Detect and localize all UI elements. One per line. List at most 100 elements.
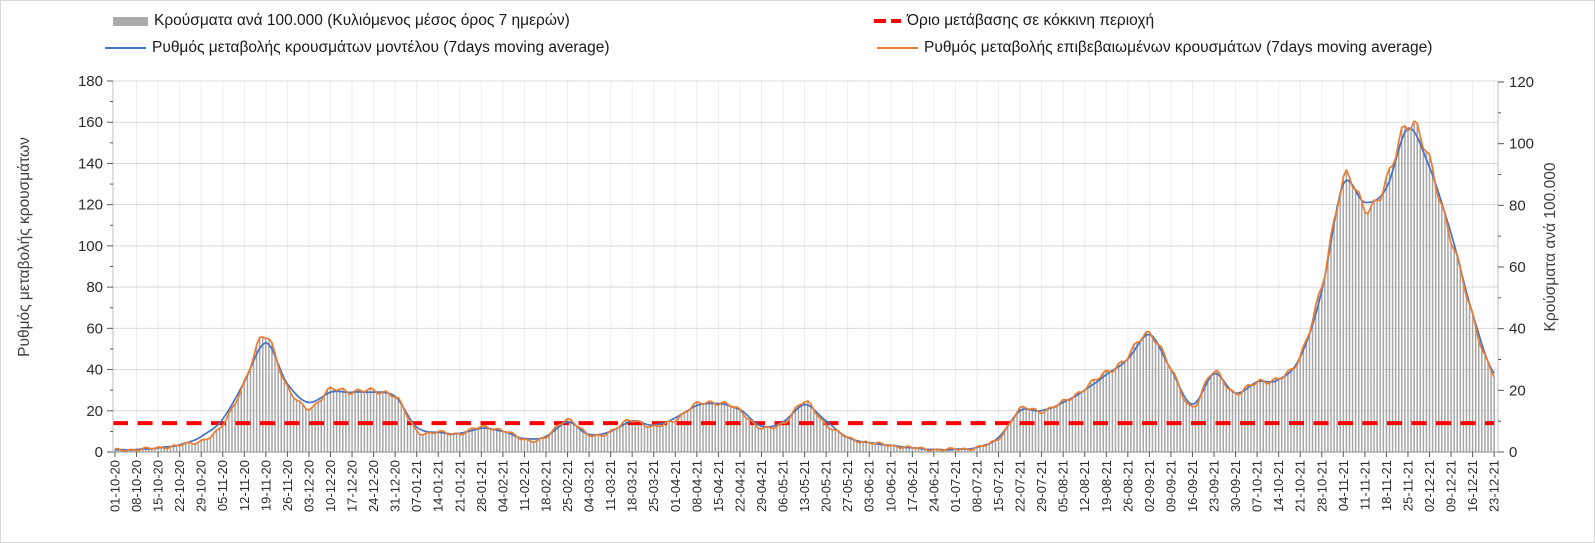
svg-text:0: 0 [1509,444,1517,461]
svg-text:29-04-21: 29-04-21 [754,460,769,512]
legend-item-model-line: Ρυθμός μεταβολής κρουσμάτων μοντέλου (7d… [105,40,610,56]
svg-text:16-09-21: 16-09-21 [1185,460,1200,512]
svg-text:08-07-21: 08-07-21 [969,460,984,512]
svg-text:14-10-21: 14-10-21 [1271,460,1286,512]
svg-text:40: 40 [1509,321,1526,338]
svg-text:02-12-21: 02-12-21 [1422,460,1437,512]
svg-text:31-12-20: 31-12-20 [388,460,403,512]
svg-text:20: 20 [1509,382,1526,399]
svg-text:05-08-21: 05-08-21 [1056,460,1071,512]
svg-text:22-07-21: 22-07-21 [1013,460,1028,512]
svg-text:25-02-21: 25-02-21 [560,460,575,512]
tick-labels: 0 20 40 60 80 100 120 140 160 180 0 20 40 60 80 100 120 0… [78,73,1534,512]
svg-text:180: 180 [78,73,103,90]
svg-text:160: 160 [78,114,103,131]
blue-line-swatch-icon [105,46,146,50]
svg-text:03-12-20: 03-12-20 [301,460,316,512]
legend-label: Ρυθμός μεταβολής επιβεβαιωμένων κρουσμάτ… [924,39,1433,57]
svg-text:15-10-20: 15-10-20 [151,460,166,512]
svg-text:11-11-21: 11-11-21 [1357,460,1372,510]
svg-text:05-11-20: 05-11-20 [215,460,230,511]
legend-item-cases-bar: Κρούσματα ανά 100.000 (Κυλιόμενος μέσος … [113,13,570,29]
svg-text:07-10-21: 07-10-21 [1250,460,1265,512]
svg-text:29-10-20: 29-10-20 [194,460,209,512]
orange-line-swatch-icon [877,46,918,50]
svg-text:04-03-21: 04-03-21 [582,460,597,512]
svg-text:22-10-20: 22-10-20 [172,460,187,512]
svg-text:18-11-21: 18-11-21 [1379,460,1394,511]
svg-text:26-08-21: 26-08-21 [1120,460,1135,512]
svg-text:17-12-20: 17-12-20 [345,460,360,512]
svg-text:06-05-21: 06-05-21 [776,460,791,512]
svg-text:13-05-21: 13-05-21 [797,460,812,512]
svg-text:30-09-21: 30-09-21 [1228,460,1243,512]
svg-text:15-07-21: 15-07-21 [991,460,1006,512]
svg-text:04-11-21: 04-11-21 [1336,460,1351,511]
svg-text:20: 20 [86,403,103,420]
svg-text:0: 0 [95,444,103,461]
svg-text:04-02-21: 04-02-21 [495,460,510,512]
svg-text:14-01-21: 14-01-21 [431,460,446,512]
svg-text:01-04-21: 01-04-21 [668,460,683,512]
svg-text:11-03-21: 11-03-21 [603,460,618,511]
svg-text:07-01-21: 07-01-21 [409,460,424,512]
legend-label: Όριο μετάβασης σε κόκκινη περιοχή [907,12,1155,30]
svg-text:28-01-21: 28-01-21 [474,460,489,512]
svg-text:120: 120 [78,197,103,214]
svg-text:18-03-21: 18-03-21 [625,460,640,512]
right-axis-title: Κρούσματα ανά 100.000 [1542,162,1559,331]
left-axis-title: Ρυθμός μεταβολής κρουσμάτων [16,137,33,357]
svg-text:24-12-20: 24-12-20 [366,460,381,512]
line-series [114,120,1495,453]
svg-text:100: 100 [78,238,103,255]
svg-text:29-07-21: 29-07-21 [1034,460,1049,512]
svg-text:15-04-21: 15-04-21 [711,460,726,512]
svg-text:25-11-21: 25-11-21 [1400,460,1415,511]
svg-text:60: 60 [1509,259,1526,276]
svg-text:10-12-20: 10-12-20 [323,460,338,512]
svg-text:19-11-20: 19-11-20 [258,460,273,511]
svg-text:08-04-21: 08-04-21 [689,460,704,512]
svg-text:23-09-21: 23-09-21 [1207,460,1222,512]
svg-text:03-06-21: 03-06-21 [862,460,877,512]
svg-text:27-05-21: 27-05-21 [840,460,855,512]
legend-label: Κρούσματα ανά 100.000 (Κυλιόμενος μέσος … [154,12,570,30]
svg-text:11-02-21: 11-02-21 [517,460,532,511]
svg-text:23-12-21: 23-12-21 [1487,460,1502,512]
horizontal-gridlines [113,80,1498,412]
legend-item-confirmed-line: Ρυθμός μεταβολής επιβεβαιωμένων κρουσμάτ… [877,40,1432,56]
bars-series [114,121,1495,452]
svg-text:09-09-21: 09-09-21 [1163,460,1178,512]
svg-text:25-03-21: 25-03-21 [646,460,661,512]
svg-text:60: 60 [86,320,103,337]
svg-text:10-06-21: 10-06-21 [883,460,898,512]
svg-text:80: 80 [86,279,103,296]
svg-text:01-07-21: 01-07-21 [948,460,963,512]
svg-text:01-10-20: 01-10-20 [108,460,123,512]
svg-text:12-08-21: 12-08-21 [1077,460,1092,512]
svg-text:140: 140 [78,155,103,172]
svg-text:09-12-21: 09-12-21 [1444,460,1459,512]
legend-item-threshold: Όριο μετάβασης σε κόκκινη περιοχή [874,13,1154,29]
svg-text:17-06-21: 17-06-21 [905,460,920,512]
bar-swatch-icon [113,16,148,26]
svg-text:80: 80 [1509,197,1526,214]
svg-text:120: 120 [1509,74,1534,91]
svg-text:24-06-21: 24-06-21 [926,460,941,512]
svg-text:08-10-20: 08-10-20 [129,460,144,512]
legend-label: Ρυθμός μεταβολής κρουσμάτων μοντέλου (7d… [152,39,610,57]
svg-text:18-02-21: 18-02-21 [538,460,553,512]
red-dashed-swatch-icon [874,19,901,23]
svg-text:21-10-21: 21-10-21 [1293,460,1308,512]
svg-text:19-08-21: 19-08-21 [1099,460,1114,512]
svg-text:40: 40 [86,362,103,379]
svg-text:100: 100 [1509,136,1534,153]
svg-text:12-11-20: 12-11-20 [237,460,252,511]
svg-text:28-10-21: 28-10-21 [1314,460,1329,512]
axes-and-ticks [107,80,1504,457]
svg-text:26-11-20: 26-11-20 [280,460,295,511]
svg-text:02-09-21: 02-09-21 [1142,460,1157,512]
svg-text:22-04-21: 22-04-21 [732,460,747,512]
